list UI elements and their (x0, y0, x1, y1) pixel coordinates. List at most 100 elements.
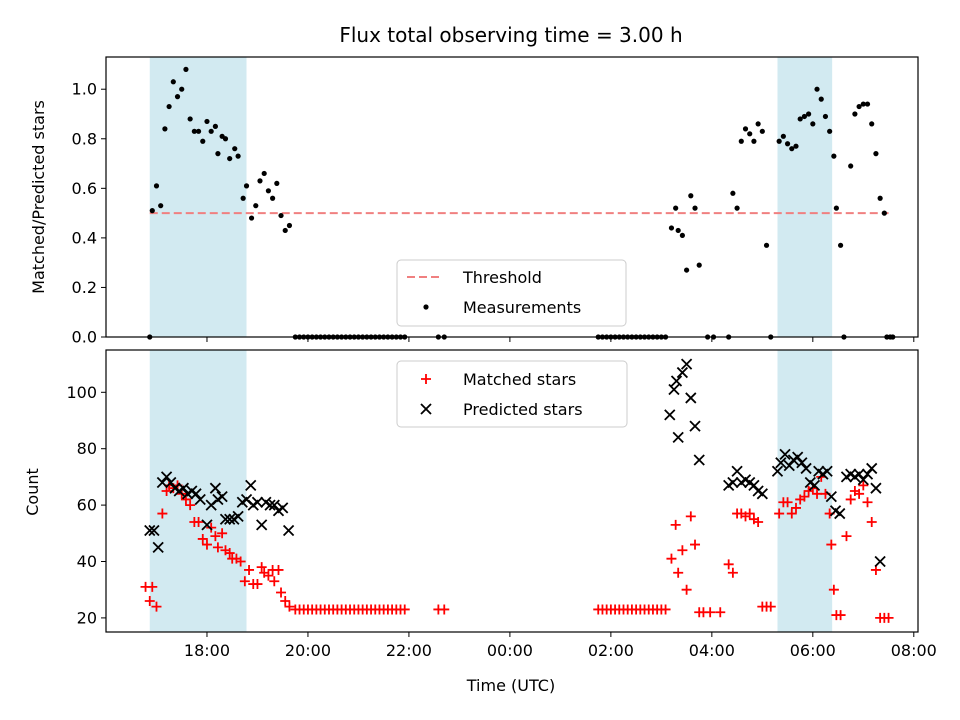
top-panel: 0.0 0.2 0.4 0.6 0.8 1.0 Threshold Measurements (72, 56, 919, 347)
measurement-point (675, 227, 681, 234)
measurement-point (877, 195, 883, 201)
matched-star-point (660, 604, 671, 615)
predicted-star-point (800, 462, 812, 475)
measurement-point (261, 170, 267, 177)
predicted-star-point (771, 465, 784, 477)
matched-star-point (677, 545, 688, 556)
measurement-point (801, 113, 808, 120)
matched-star-point (235, 556, 246, 567)
measurement-point (208, 128, 214, 134)
measurement-point (183, 66, 189, 72)
matched-star-point (144, 595, 155, 606)
predicted-star-point (731, 465, 743, 477)
predicted-star-point (825, 491, 837, 503)
matched-star-point (845, 494, 856, 505)
measurement-point (688, 193, 694, 199)
matched-star-point (705, 607, 716, 618)
measurement-point (158, 203, 164, 209)
measurement-point (856, 103, 862, 110)
predicted-star-point (874, 555, 886, 568)
measurement-point (789, 146, 795, 152)
legend-box (396, 259, 627, 327)
predicted-star-point (870, 482, 882, 494)
predicted-star-point (209, 482, 222, 494)
measurement-point (738, 138, 744, 144)
x-tick-label: 06:00 (790, 641, 836, 660)
matched-star-point (276, 587, 287, 598)
predicted-star-point (282, 524, 295, 537)
y-tick-label: 1.0 (72, 80, 97, 99)
measurement-point (274, 180, 280, 186)
predicted-star-point (148, 524, 160, 537)
predicted-star-point (160, 471, 173, 483)
measurement-point (257, 178, 263, 184)
x-tick-label: 00:00 (487, 641, 533, 660)
predicted-star-point (792, 451, 804, 463)
x-tick-label: 20:00 (285, 641, 331, 660)
measurement-point (673, 205, 679, 211)
measurement-point (195, 128, 202, 134)
matched-star-point (256, 562, 267, 573)
observing-period-shade (777, 57, 833, 337)
predicted-star-point (853, 468, 865, 480)
observing-period-shade (149, 57, 247, 337)
measurement-point (780, 133, 786, 139)
matched-star-point (744, 508, 755, 519)
legend-measurements-label: Measurements (463, 298, 581, 317)
matched-star-point (284, 601, 295, 612)
matched-star-point (862, 497, 873, 508)
measurement-point (162, 126, 168, 132)
predicted-star-point (808, 479, 821, 491)
measurement-point (848, 163, 854, 169)
matched-star-point (690, 539, 701, 550)
measurement-point (227, 155, 233, 162)
predicted-star-point (264, 499, 276, 511)
matched-star-point (782, 497, 793, 508)
predicted-star-point (277, 502, 289, 514)
measurement-point (734, 205, 740, 211)
matched-star-point (685, 511, 696, 522)
measurement-point (852, 111, 858, 117)
measurement-point (215, 151, 221, 157)
measurement-point (248, 215, 255, 221)
predicted-star-point (664, 409, 676, 421)
measurement-point (191, 128, 197, 134)
predicted-star-point (256, 519, 268, 531)
matched-star-point (197, 533, 208, 544)
predicted-star-point (689, 420, 701, 432)
predicted-star-point (165, 476, 177, 489)
measurement-point (763, 242, 770, 248)
measurement-point (833, 205, 839, 211)
matched-star-point (828, 584, 839, 595)
matched-star-point (206, 522, 217, 533)
matched-star-point (858, 480, 869, 491)
matched-star-point (670, 519, 681, 530)
predicted-star-point (834, 507, 846, 520)
measurement-point (784, 141, 791, 147)
plot-frame (105, 56, 919, 338)
measurement-point (864, 101, 871, 107)
y-tick-label: 0.2 (72, 278, 97, 297)
measurement-point (837, 242, 844, 248)
measurement-point (240, 195, 246, 201)
matched-star-point (244, 564, 255, 575)
legend-box (396, 360, 628, 428)
measurement-point (668, 225, 675, 231)
y-tick-label: 0.4 (72, 228, 97, 247)
figure-title: Flux total observing time = 3.00 h (339, 23, 682, 47)
measurement-point (759, 128, 765, 134)
legend-threshold-label: Threshold (462, 268, 542, 287)
matched-star-point (269, 576, 280, 587)
y-tick-label: 0.0 (72, 328, 97, 347)
predicted-star-point (685, 392, 697, 404)
matched-star-point (854, 488, 865, 499)
measurement-point (204, 118, 210, 125)
x-tick-label: 02:00 (588, 641, 634, 660)
measurement-point (814, 86, 820, 92)
measurement-point (286, 222, 293, 229)
measurement-point (243, 183, 250, 189)
measurement-point (253, 203, 259, 209)
measurement-point (810, 121, 816, 127)
matched-star-point (866, 517, 877, 528)
measurement-point (747, 131, 753, 137)
